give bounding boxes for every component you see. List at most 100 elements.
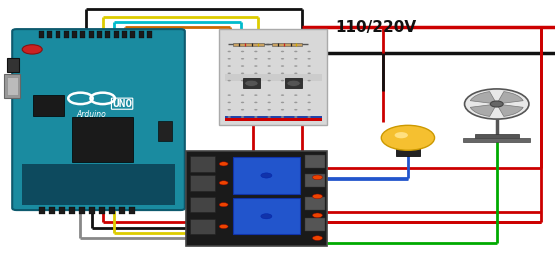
Circle shape <box>395 132 408 138</box>
Bar <box>158 121 172 141</box>
Bar <box>305 174 325 187</box>
Circle shape <box>268 73 271 74</box>
Circle shape <box>241 80 244 81</box>
Bar <box>190 175 215 191</box>
Circle shape <box>22 45 42 54</box>
Circle shape <box>465 89 529 119</box>
Circle shape <box>307 116 311 118</box>
Bar <box>243 78 260 88</box>
Circle shape <box>254 102 258 103</box>
Bar <box>219 29 327 125</box>
Circle shape <box>228 94 231 96</box>
Bar <box>49 207 55 214</box>
Circle shape <box>294 116 297 118</box>
Circle shape <box>307 73 311 74</box>
Bar <box>305 197 325 210</box>
Bar <box>122 31 127 38</box>
FancyBboxPatch shape <box>12 29 185 210</box>
Bar <box>72 31 77 38</box>
Text: UNO: UNO <box>112 99 132 109</box>
Circle shape <box>241 94 244 96</box>
Bar <box>105 31 110 38</box>
Circle shape <box>312 213 322 218</box>
Circle shape <box>87 181 107 191</box>
Bar <box>190 197 215 212</box>
Bar <box>147 31 152 38</box>
Bar <box>186 151 327 246</box>
Bar <box>80 31 85 38</box>
Circle shape <box>254 94 258 96</box>
Circle shape <box>294 65 297 67</box>
Circle shape <box>281 51 284 52</box>
Bar <box>225 116 322 118</box>
Bar <box>97 31 102 38</box>
Circle shape <box>228 116 231 118</box>
Circle shape <box>241 116 244 118</box>
Circle shape <box>294 94 297 96</box>
Bar <box>475 134 519 139</box>
Bar <box>59 207 65 214</box>
Circle shape <box>281 73 284 74</box>
Circle shape <box>219 181 228 185</box>
Bar <box>130 31 135 38</box>
Circle shape <box>228 109 231 110</box>
Bar <box>190 219 215 234</box>
Bar <box>109 207 115 214</box>
Circle shape <box>490 101 503 107</box>
Bar <box>79 207 85 214</box>
Circle shape <box>241 65 244 67</box>
Circle shape <box>281 109 284 110</box>
Circle shape <box>70 181 90 191</box>
Circle shape <box>268 109 271 110</box>
Circle shape <box>294 51 297 52</box>
Circle shape <box>228 102 231 103</box>
Circle shape <box>241 73 244 74</box>
Bar <box>22 164 175 205</box>
Circle shape <box>254 80 258 81</box>
Circle shape <box>268 94 271 96</box>
Bar <box>39 207 45 214</box>
Circle shape <box>245 80 258 86</box>
Circle shape <box>312 175 322 180</box>
Circle shape <box>307 51 311 52</box>
Circle shape <box>281 102 284 103</box>
Bar <box>99 207 105 214</box>
Bar <box>33 95 64 116</box>
Circle shape <box>294 102 297 103</box>
Text: Arduino: Arduino <box>77 110 107 119</box>
Circle shape <box>268 51 271 52</box>
Circle shape <box>307 109 311 110</box>
Wedge shape <box>497 104 523 116</box>
Bar <box>305 218 325 231</box>
Circle shape <box>228 58 231 60</box>
Circle shape <box>268 65 271 67</box>
Bar <box>225 118 322 121</box>
Bar <box>305 155 325 168</box>
Circle shape <box>281 80 284 81</box>
Circle shape <box>381 125 435 150</box>
Circle shape <box>254 116 258 118</box>
Circle shape <box>307 94 311 96</box>
Circle shape <box>281 58 284 60</box>
Circle shape <box>294 58 297 60</box>
Circle shape <box>219 224 228 229</box>
Circle shape <box>254 109 258 110</box>
Circle shape <box>254 51 258 52</box>
Circle shape <box>261 173 272 178</box>
Circle shape <box>312 236 322 240</box>
Circle shape <box>307 65 311 67</box>
Wedge shape <box>470 104 497 116</box>
Circle shape <box>287 80 300 86</box>
Circle shape <box>268 58 271 60</box>
Circle shape <box>281 116 284 118</box>
Circle shape <box>261 214 272 219</box>
Bar <box>225 74 322 81</box>
Bar <box>396 142 420 156</box>
Bar <box>463 138 530 142</box>
Circle shape <box>294 80 297 81</box>
Bar <box>89 207 95 214</box>
Bar <box>233 43 264 46</box>
Circle shape <box>241 58 244 60</box>
Text: 110/220V: 110/220V <box>336 20 417 35</box>
Bar <box>72 116 133 162</box>
